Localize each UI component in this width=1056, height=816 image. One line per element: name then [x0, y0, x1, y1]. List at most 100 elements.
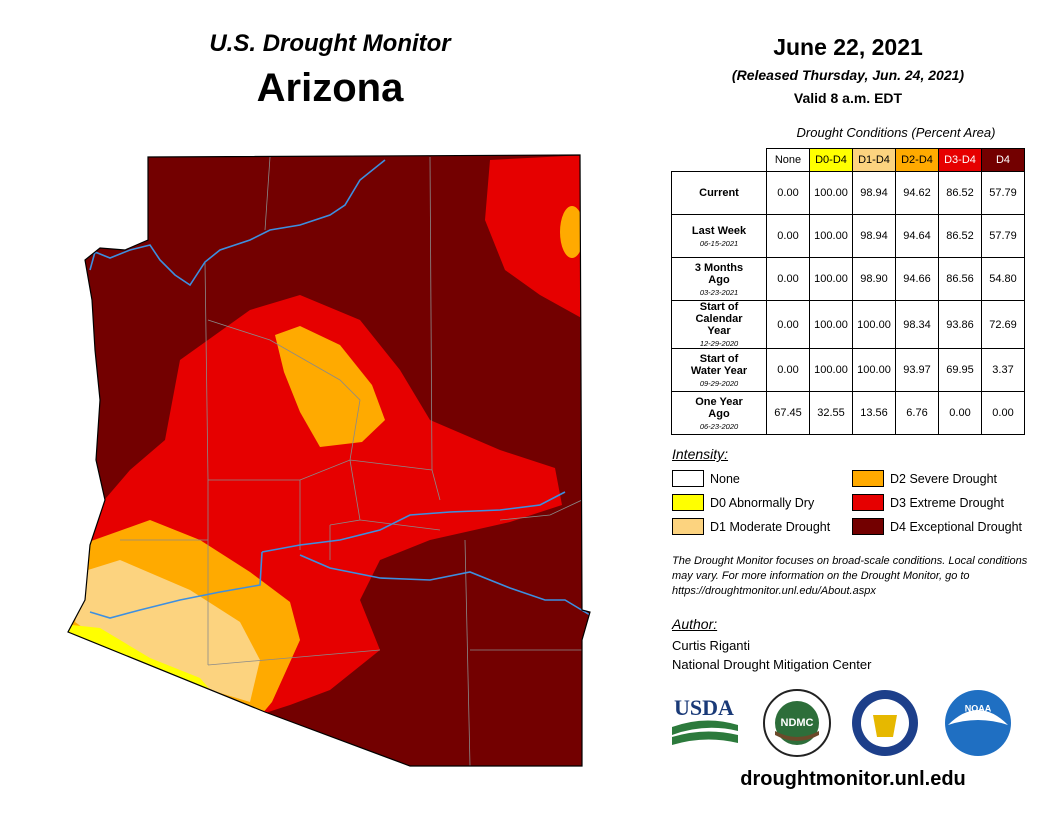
row-label: Current [671, 171, 767, 215]
column-header: D4 [981, 148, 1025, 172]
state-name: Arizona [256, 66, 404, 110]
table-cell: 0.00 [938, 391, 982, 435]
table-cell: 98.90 [852, 257, 896, 301]
table-cell: 86.56 [938, 257, 982, 301]
legend-item: D1 Moderate Drought [672, 518, 830, 535]
noaa-logo: NOAA [945, 690, 1011, 756]
table-cell: 98.94 [852, 171, 896, 215]
row-label: Start of Calendar Year 12-29-2020 [671, 300, 767, 349]
column-header: D2-D4 [895, 148, 939, 172]
table-cell: 0.00 [766, 214, 810, 258]
table-cell: 57.79 [981, 214, 1025, 258]
legend-label: D4 Exceptional Drought [890, 519, 1023, 534]
ndmc-logo: NDMC [763, 689, 831, 757]
legend-item: D3 Extreme Drought [852, 494, 1004, 511]
legend-title: Intensity: [672, 446, 729, 462]
table-cell: 98.34 [895, 300, 939, 349]
release-date: (Released Thursday, Jun. 24, 2021) [731, 67, 965, 83]
row-date: 09-29-2020 [699, 378, 739, 388]
row-name: Last Week [691, 224, 747, 237]
author-title: Author: [672, 616, 718, 632]
table-row: 3 Months Ago 03-23-2021 0.00 100.00 98.90 94.… [671, 257, 1025, 301]
area-d3 [485, 155, 585, 320]
table-cell: 3.37 [981, 348, 1025, 392]
legend-item: None [672, 470, 740, 487]
note: The Drought Monitor focuses on broad-sca… [672, 555, 1028, 597]
row-label: 3 Months Ago 03-23-2021 [671, 257, 767, 301]
legend-item: D2 Severe Drought [852, 470, 997, 487]
table-cell: 94.62 [895, 171, 939, 215]
legend-item: D0 Abnormally Dry [672, 494, 814, 511]
column-header: D1-D4 [852, 148, 896, 172]
table-cell: 72.69 [981, 300, 1025, 349]
table-cell: 100.00 [852, 300, 896, 349]
table-cell: 67.45 [766, 391, 810, 435]
map-title: U.S. Drought Monitor [209, 30, 451, 57]
table-cell: 100.00 [809, 214, 853, 258]
table-cell: 100.00 [809, 171, 853, 215]
legend-swatch [672, 518, 704, 535]
legend-label: None [710, 471, 740, 486]
usda-logo: USDA [672, 695, 738, 745]
row-date: 06-15-2021 [699, 238, 739, 248]
conditions-table: None D0-D4 D1-D4 D2-D4 D3-D4 D4 Current 0.00 100… [671, 148, 1025, 435]
row-name: One Year Ago [695, 395, 743, 420]
row-date: 06-23-2020 [699, 421, 739, 431]
legend-label: D1 Moderate Drought [710, 519, 831, 534]
table-body: None D0-D4 D1-D4 D2-D4 D3-D4 D4 Current 0.00 100… [671, 148, 1025, 435]
row-name: Start of Water Year [690, 352, 748, 377]
commerce-logo [852, 690, 918, 756]
row-date: 12-29-2020 [699, 339, 739, 348]
author-name: Curtis Riganti [672, 638, 751, 653]
table-row: One Year Ago 06-23-2020 67.45 32.55 13.56 6.7… [671, 391, 1025, 435]
table-cell: 93.97 [895, 348, 939, 392]
county-lines [120, 156, 583, 766]
row-label: Last Week 06-15-2021 [671, 214, 767, 258]
column-header: None [766, 148, 810, 172]
rivers [89, 159, 590, 619]
table-cell: 6.76 [895, 391, 939, 435]
table-cell: 0.00 [766, 171, 810, 215]
table-cell: 100.00 [852, 348, 896, 392]
column-header: D3-D4 [938, 148, 982, 172]
legend-label: D3 Extreme Drought [890, 495, 1004, 510]
table-cell: 0.00 [766, 348, 810, 392]
table-cell: 0.00 [766, 257, 810, 301]
area-d2 [560, 206, 584, 258]
logo-text: USDA [674, 695, 734, 720]
logo-text: NOAA [965, 703, 992, 713]
table-row: Last Week 06-15-2021 0.00 100.00 98.94 94.64 8… [671, 214, 1025, 258]
table-cell: 69.95 [938, 348, 982, 392]
map-date: June 22, 2021 [773, 34, 923, 60]
website: droughtmonitor.unl.edu [740, 768, 966, 790]
corner [672, 149, 767, 172]
table-cell: 94.64 [895, 214, 939, 258]
table-row: Start of Calendar Year 12-29-2020 0.00 100.… [671, 300, 1025, 349]
logo-text: NDMC [781, 717, 814, 729]
table-row: Current 0.00 100.00 98.94 94.62 86.52 57.79 [671, 171, 1025, 215]
table-cell: 32.55 [809, 391, 853, 435]
table-cell: 98.94 [852, 214, 896, 258]
row-name: 3 Months Ago [694, 261, 744, 286]
author-org: National Drought Mitigation Center [672, 657, 872, 672]
table-cell: 57.79 [981, 171, 1025, 215]
table-cell: 13.56 [852, 391, 896, 435]
table-cell: 93.86 [938, 300, 982, 349]
table-cell: 0.00 [981, 391, 1025, 435]
legend-item: D4 Exceptional Drought [852, 518, 1022, 535]
row-label: Start of Water Year 09-29-2020 [671, 348, 767, 392]
table-cell: 0.00 [766, 300, 810, 349]
legend-swatch [852, 470, 884, 487]
header-row: None D0-D4 D1-D4 D2-D4 D3-D4 D4 [672, 148, 1025, 172]
row-name: Current [699, 187, 739, 199]
drought-areas [68, 155, 590, 766]
table-row: Start of Water Year 09-29-2020 0.00 100.00 1… [671, 348, 1025, 392]
table-cell: 100.00 [809, 300, 853, 349]
legend-label: D2 Severe Drought [890, 471, 998, 486]
valid-time: Valid 8 a.m. EDT [793, 90, 903, 106]
legend-swatch [852, 518, 884, 535]
row-name: Start of Calendar Year [695, 301, 743, 337]
table-caption: Drought Conditions (Percent Area) [796, 125, 996, 140]
drought-map [67, 154, 591, 767]
